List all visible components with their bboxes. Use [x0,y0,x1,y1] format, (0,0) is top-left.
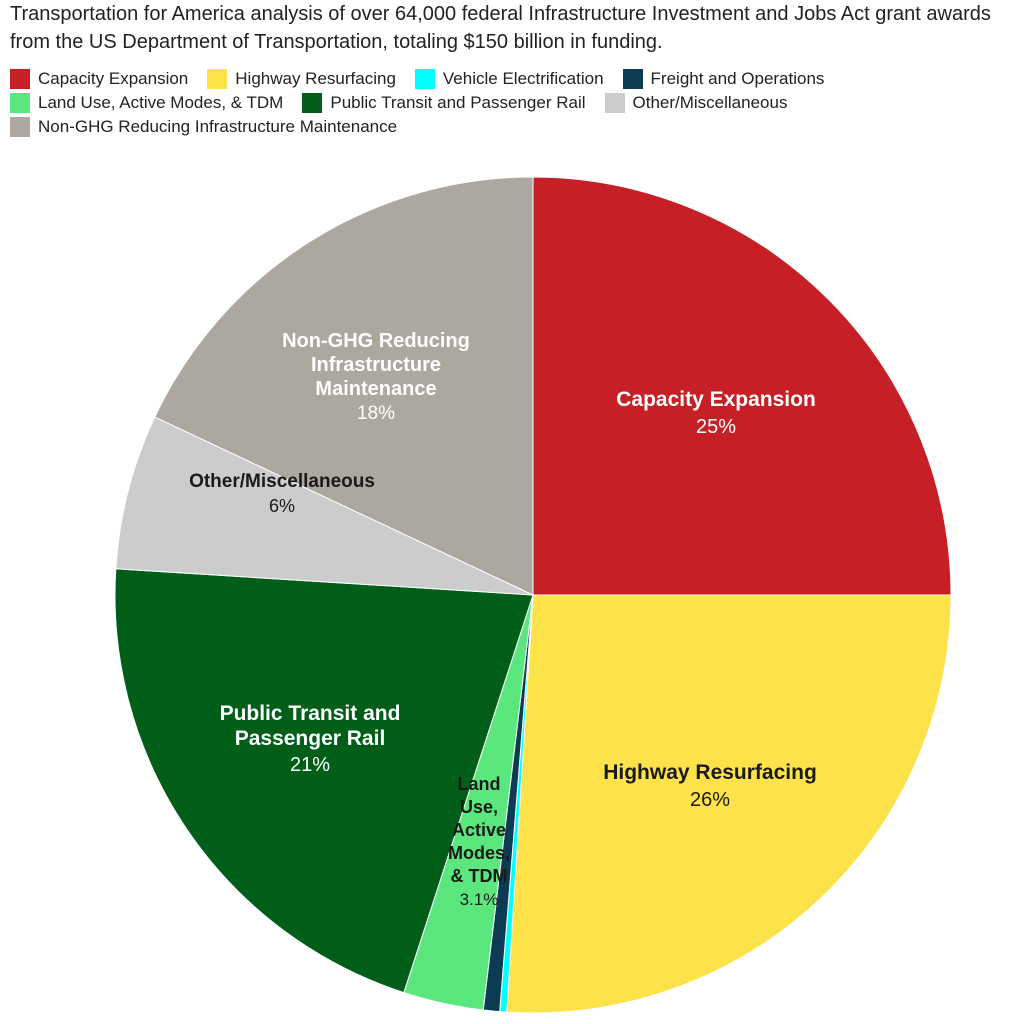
svg-text:18%: 18% [357,403,395,424]
svg-text:3.1%: 3.1% [460,890,499,909]
svg-text:Passenger Rail: Passenger Rail [235,727,386,750]
svg-text:Land: Land [458,774,501,794]
svg-text:Highway Resurfacing: Highway Resurfacing [603,761,817,784]
svg-text:25%: 25% [696,416,736,438]
svg-text:Public Transit and: Public Transit and [220,702,401,725]
svg-text:Maintenance: Maintenance [315,378,436,400]
svg-text:Infrastructure: Infrastructure [311,354,441,376]
svg-text:& TDM: & TDM [451,866,508,886]
svg-text:26%: 26% [690,789,730,811]
svg-text:6%: 6% [269,496,295,516]
svg-text:Capacity Expansion: Capacity Expansion [616,388,816,411]
svg-text:21%: 21% [290,754,330,776]
svg-text:Non-GHG Reducing: Non-GHG Reducing [282,330,470,352]
svg-text:Use,: Use, [460,797,498,817]
svg-text:Active: Active [452,820,506,840]
svg-text:Other/Miscellaneous: Other/Miscellaneous [189,471,375,492]
svg-text:Modes,: Modes, [448,843,510,863]
